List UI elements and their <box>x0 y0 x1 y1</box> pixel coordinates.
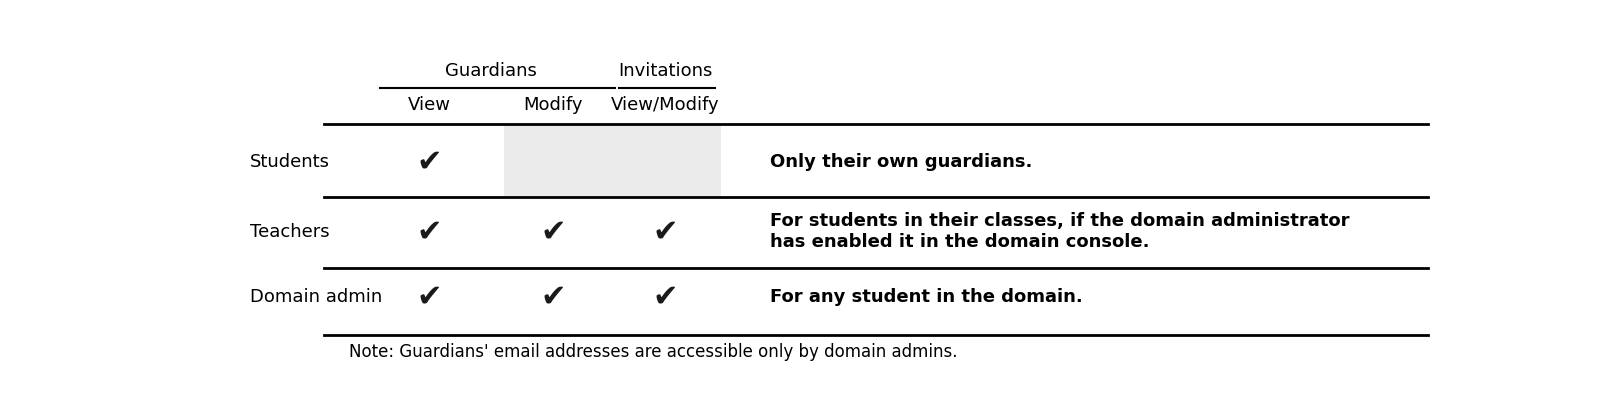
Text: Modify: Modify <box>523 95 582 113</box>
Text: Only their own guardians.: Only their own guardians. <box>771 153 1032 171</box>
Text: ✔: ✔ <box>653 217 678 245</box>
Text: ✔: ✔ <box>653 282 678 311</box>
Text: ✔: ✔ <box>541 282 566 311</box>
Text: View: View <box>408 95 451 113</box>
Text: Students: Students <box>250 153 330 171</box>
Text: Note: Guardians' email addresses are accessible only by domain admins.: Note: Guardians' email addresses are acc… <box>349 342 957 360</box>
Text: Invitations: Invitations <box>618 62 712 80</box>
Text: Domain admin: Domain admin <box>250 288 382 306</box>
Text: Guardians: Guardians <box>445 62 538 80</box>
Text: ✔: ✔ <box>416 282 442 311</box>
Text: ✔: ✔ <box>541 217 566 245</box>
Text: ✔: ✔ <box>416 148 442 176</box>
Text: View/Modify: View/Modify <box>611 95 720 113</box>
Text: For any student in the domain.: For any student in the domain. <box>771 288 1083 306</box>
Bar <box>504 124 720 197</box>
Text: Teachers: Teachers <box>250 222 330 240</box>
Text: For students in their classes, if the domain administrator
has enabled it in the: For students in their classes, if the do… <box>771 212 1350 250</box>
Text: ✔: ✔ <box>416 217 442 245</box>
